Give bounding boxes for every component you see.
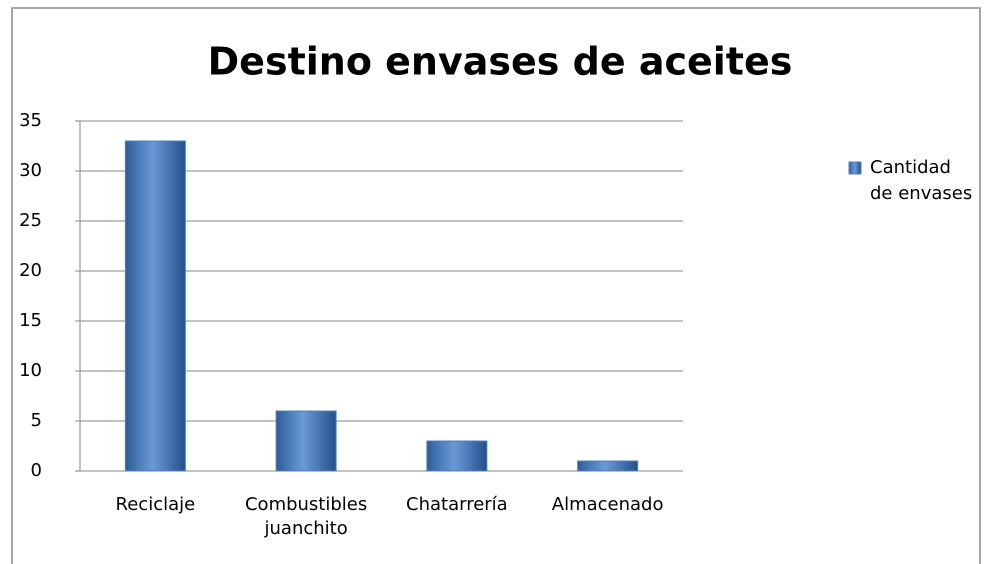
x-tick-label: Combustibles juanchito: [244, 494, 368, 539]
y-tick-label: 20: [19, 260, 42, 281]
bar: [426, 440, 488, 472]
legend-label: Cantidad de envases: [870, 157, 973, 204]
x-tick-label: Chatarrería: [406, 494, 508, 515]
y-tick-label: 30: [19, 160, 42, 181]
y-tick-label: 0: [31, 460, 42, 481]
bar: [124, 140, 186, 472]
y-tick-label: 15: [19, 310, 42, 331]
x-tick-label: Almacenado: [551, 494, 664, 515]
bar: [275, 410, 337, 472]
y-tick-label: 10: [19, 360, 42, 381]
y-tick-label: 5: [31, 410, 42, 431]
chart-title: Destino envases de aceites: [208, 40, 793, 84]
legend-swatch: [848, 161, 862, 175]
x-tick-label: Reciclaje: [115, 494, 196, 515]
y-tick-label: 35: [19, 110, 42, 131]
y-tick-label: 25: [19, 210, 42, 231]
bar: [577, 460, 639, 472]
